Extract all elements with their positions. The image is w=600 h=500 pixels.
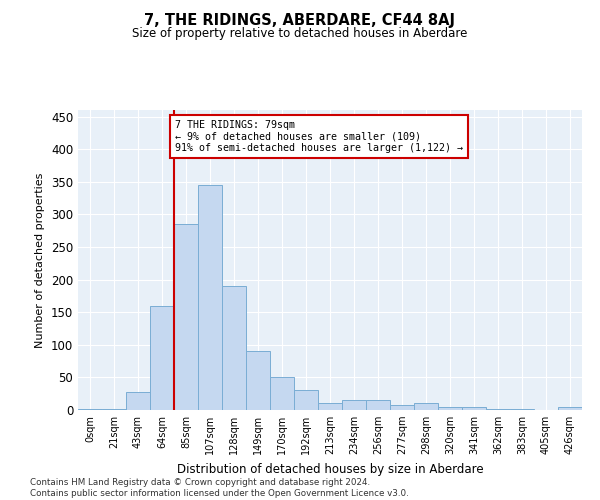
Bar <box>462 406 486 410</box>
Y-axis label: Number of detached properties: Number of detached properties <box>35 172 46 348</box>
Text: Size of property relative to detached houses in Aberdare: Size of property relative to detached ho… <box>133 28 467 40</box>
Text: Contains HM Land Registry data © Crown copyright and database right 2024.
Contai: Contains HM Land Registry data © Crown c… <box>30 478 409 498</box>
Bar <box>198 185 222 410</box>
Bar <box>438 406 462 410</box>
Bar <box>390 405 414 410</box>
Bar <box>366 400 390 410</box>
Bar <box>318 404 342 410</box>
Bar <box>174 224 198 410</box>
Bar <box>558 406 582 410</box>
Bar <box>414 404 438 410</box>
Bar <box>102 408 126 410</box>
Bar <box>126 392 150 410</box>
Bar <box>294 390 318 410</box>
Bar <box>270 378 294 410</box>
Bar <box>78 408 102 410</box>
Text: 7, THE RIDINGS, ABERDARE, CF44 8AJ: 7, THE RIDINGS, ABERDARE, CF44 8AJ <box>145 12 455 28</box>
Bar <box>246 352 270 410</box>
Bar <box>342 400 366 410</box>
Bar <box>150 306 174 410</box>
Bar <box>486 408 510 410</box>
Bar <box>222 286 246 410</box>
Text: 7 THE RIDINGS: 79sqm
← 9% of detached houses are smaller (109)
91% of semi-detac: 7 THE RIDINGS: 79sqm ← 9% of detached ho… <box>175 120 463 153</box>
X-axis label: Distribution of detached houses by size in Aberdare: Distribution of detached houses by size … <box>176 462 484 475</box>
